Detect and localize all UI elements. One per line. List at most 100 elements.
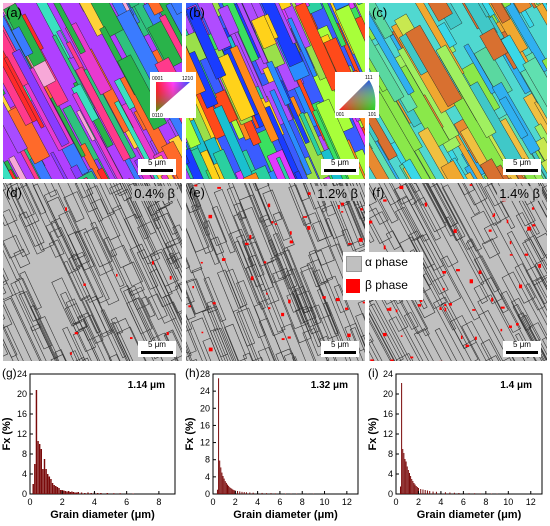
histogram-bar [225,482,227,494]
histogram-bar [63,490,65,494]
histogram-bar [35,390,38,494]
histogram-bar [71,491,73,494]
histogram-bar [72,492,75,494]
histogram-bar [412,481,414,494]
y-tick-label: 12 [200,438,210,448]
y-tick-label: 16 [17,409,27,419]
histogram-bar [84,493,86,494]
cubic-key-top: 111 [365,75,373,81]
x-tick-label: 0 [210,497,215,507]
histogram-bar [226,484,229,494]
histogram-bar [43,459,46,494]
histogram-bar [230,488,232,494]
histogram-bar [413,483,415,494]
cubic-key-left: 001 [336,112,345,118]
histogram-bar [420,489,422,494]
histogram-bar [42,469,44,494]
histogram-bar [50,479,52,494]
histogram-bar [64,491,67,494]
histogram-bar [243,492,245,494]
x-axis-label: Grain diameter (μm) [417,509,522,521]
histogram-bar [51,483,54,494]
scale-bar-text-f: 5 μm [513,340,531,349]
histogram-bar [34,464,36,494]
y-tick-label: 20 [17,389,27,399]
beta-swatch [346,279,360,293]
mean-diameter-annotation: 1.32 μm [311,380,348,391]
phase-map-e: (e) 1.2% β 5 μm [186,183,365,361]
histogram-bar [414,484,416,494]
y-tick-label: 16 [200,420,210,430]
histogram-bar [435,491,437,494]
histogram-bar [429,491,431,494]
histogram-bar [426,490,428,494]
histogram-bar [449,492,451,494]
y-tick-label: 12 [17,429,27,439]
hex-key-top: 0001 [152,76,163,82]
y-tick-label: 8 [22,449,27,459]
histogram-bar [402,449,404,494]
histogram-bar [224,481,226,494]
y-tick-label: 24 [200,386,210,396]
x-tick-label: 0 [27,497,32,507]
x-tick-label: 4 [438,497,443,507]
x-tick-label: 2 [416,497,421,507]
cubic-key-right: 101 [368,112,377,118]
histogram-bar [444,492,446,494]
scale-bar-text-a: 5 μm [148,158,166,167]
panel-label-e: (e) [189,185,205,200]
histogram-bar [37,441,39,494]
scale-bar-d: 5 μm [138,340,176,357]
histogram-bar [399,486,401,494]
histogram-bar [266,493,268,494]
histogram-bar [239,491,241,494]
y-tick-label: 20 [200,403,210,413]
alpha-swatch [346,256,362,272]
histogram-bar [245,492,247,494]
histogram-bar [46,474,49,494]
x-tick-label: 6 [461,497,466,507]
panel-label-d: (d) [6,185,22,200]
ipf-key-hexagonal: 0001 1210 0110 [150,72,196,119]
hex-key-bottom: 0110 [152,113,163,118]
histogram-bar [219,460,221,494]
histogram-bar [237,491,239,494]
scale-bar-b: 5 μm [321,158,359,175]
scale-bar-text-d: 5 μm [148,340,166,349]
beta-fraction-e: 1.2% β [315,186,360,201]
histogram-bar [490,493,492,494]
x-tick-label: 4 [92,497,97,507]
x-axis-label: Grain diameter (μm) [50,509,155,521]
histogram-bar [90,493,92,494]
ipf-key-cubic: 111 001 101 [335,72,379,118]
histogram-bar [106,493,109,494]
histogram-bar [119,493,121,494]
phase-map-d: (d) 0.4% β 5 μm [3,183,182,361]
histogram-bar [411,479,413,494]
x-tick-label: 8 [300,497,305,507]
x-tick-label: 6 [124,497,129,507]
y-axis-label: Fx (%) [367,417,379,450]
histogram-bar [406,466,408,494]
y-axis-label: Fx (%) [184,417,196,450]
x-axis-label: Grain diameter (μm) [233,509,338,521]
histogram-bar [422,489,424,494]
ipf-map-b: (b) 5 μm [186,3,365,179]
histogram-bar [48,476,51,494]
histogram-bar [69,492,72,494]
histogram-bar [249,492,251,494]
histogram-bar [67,491,70,494]
scale-bar-text-c: 5 μm [513,158,531,167]
scale-bar-a: 5 μm [138,158,176,175]
ipf-map-c: (c) 5 μm [369,3,547,179]
y-tick-label: 12 [383,429,393,439]
histogram-bar [228,485,230,494]
panel-label-b: (b) [189,5,205,20]
histogram-bar [252,492,254,494]
histogram-bar [223,478,225,494]
histogram-bar [416,487,418,494]
histogram-bar [403,453,405,494]
y-tick-label: 0 [205,489,210,499]
histogram-bar [56,487,59,494]
